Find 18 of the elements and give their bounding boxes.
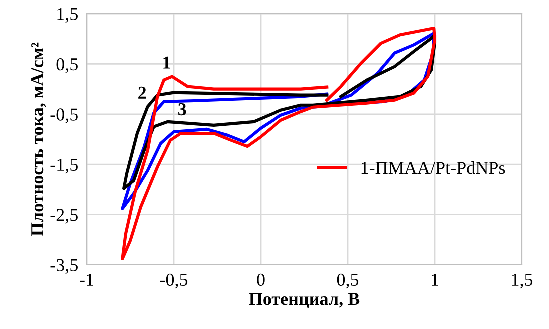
y-axis-title: Плотность тока, мА/см² [32,42,46,236]
legend-label: 1-ПМАА/Pt-PdNPs [362,161,506,174]
x-axis-title: Потенциал, В [249,293,360,308]
x-tick-label: 1 [432,274,438,286]
x-tick-label: 1,5 [512,274,533,289]
x-tick-label: -0,5 [160,274,188,289]
annotation: 1 [164,56,170,69]
y-tick-label: -0,5 [50,108,78,124]
x-tick-label: -1 [80,274,94,286]
y-tick-label: 1,5 [58,8,78,24]
y-tick-label: 0,5 [56,58,78,74]
annotation: 3 [178,103,186,116]
y-tick-label: -1,5 [50,158,78,174]
y-tick-label: -3,5 [50,259,78,274]
annotation: 2 [138,86,146,99]
x-tick-label: 0,5 [337,274,359,289]
x-tick-label: 0 [257,274,265,286]
y-tick-label: -2,5 [50,209,78,224]
